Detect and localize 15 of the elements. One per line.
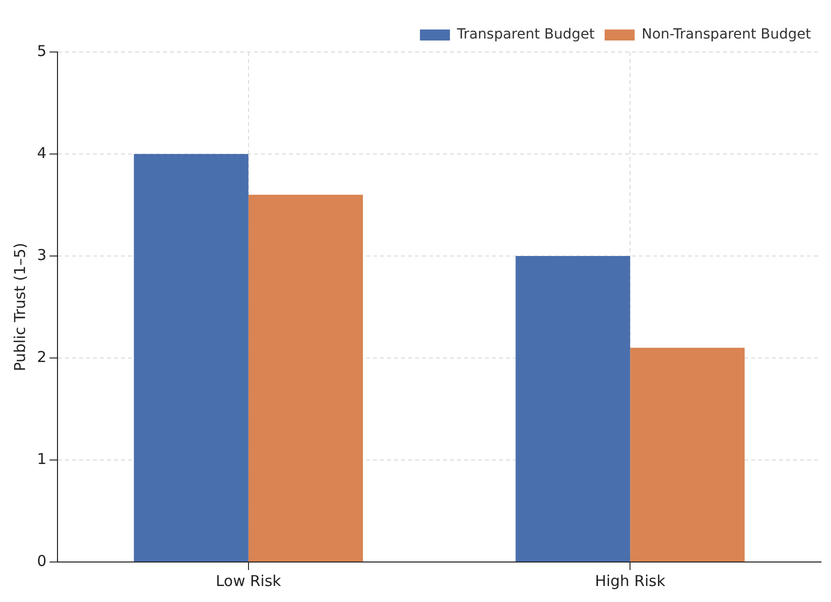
bar <box>248 194 363 562</box>
bar <box>516 256 630 562</box>
bar <box>134 154 248 562</box>
y-tick-label: 1 <box>36 450 47 468</box>
y-tick-label: 4 <box>36 144 47 162</box>
legend-label: Non-Transparent Budget <box>642 26 812 43</box>
x-tick-label: High Risk <box>594 572 666 590</box>
y-tick-label: 5 <box>36 42 47 60</box>
y-tick-label: 2 <box>36 348 47 366</box>
bar <box>630 348 745 562</box>
y-axis-title: Public Trust (1–5) <box>10 242 29 372</box>
legend-label: Transparent Budget <box>456 26 596 43</box>
y-tick-label: 3 <box>36 246 47 264</box>
y-tick-label: 0 <box>36 552 47 570</box>
x-tick-label: Low Risk <box>216 572 282 590</box>
